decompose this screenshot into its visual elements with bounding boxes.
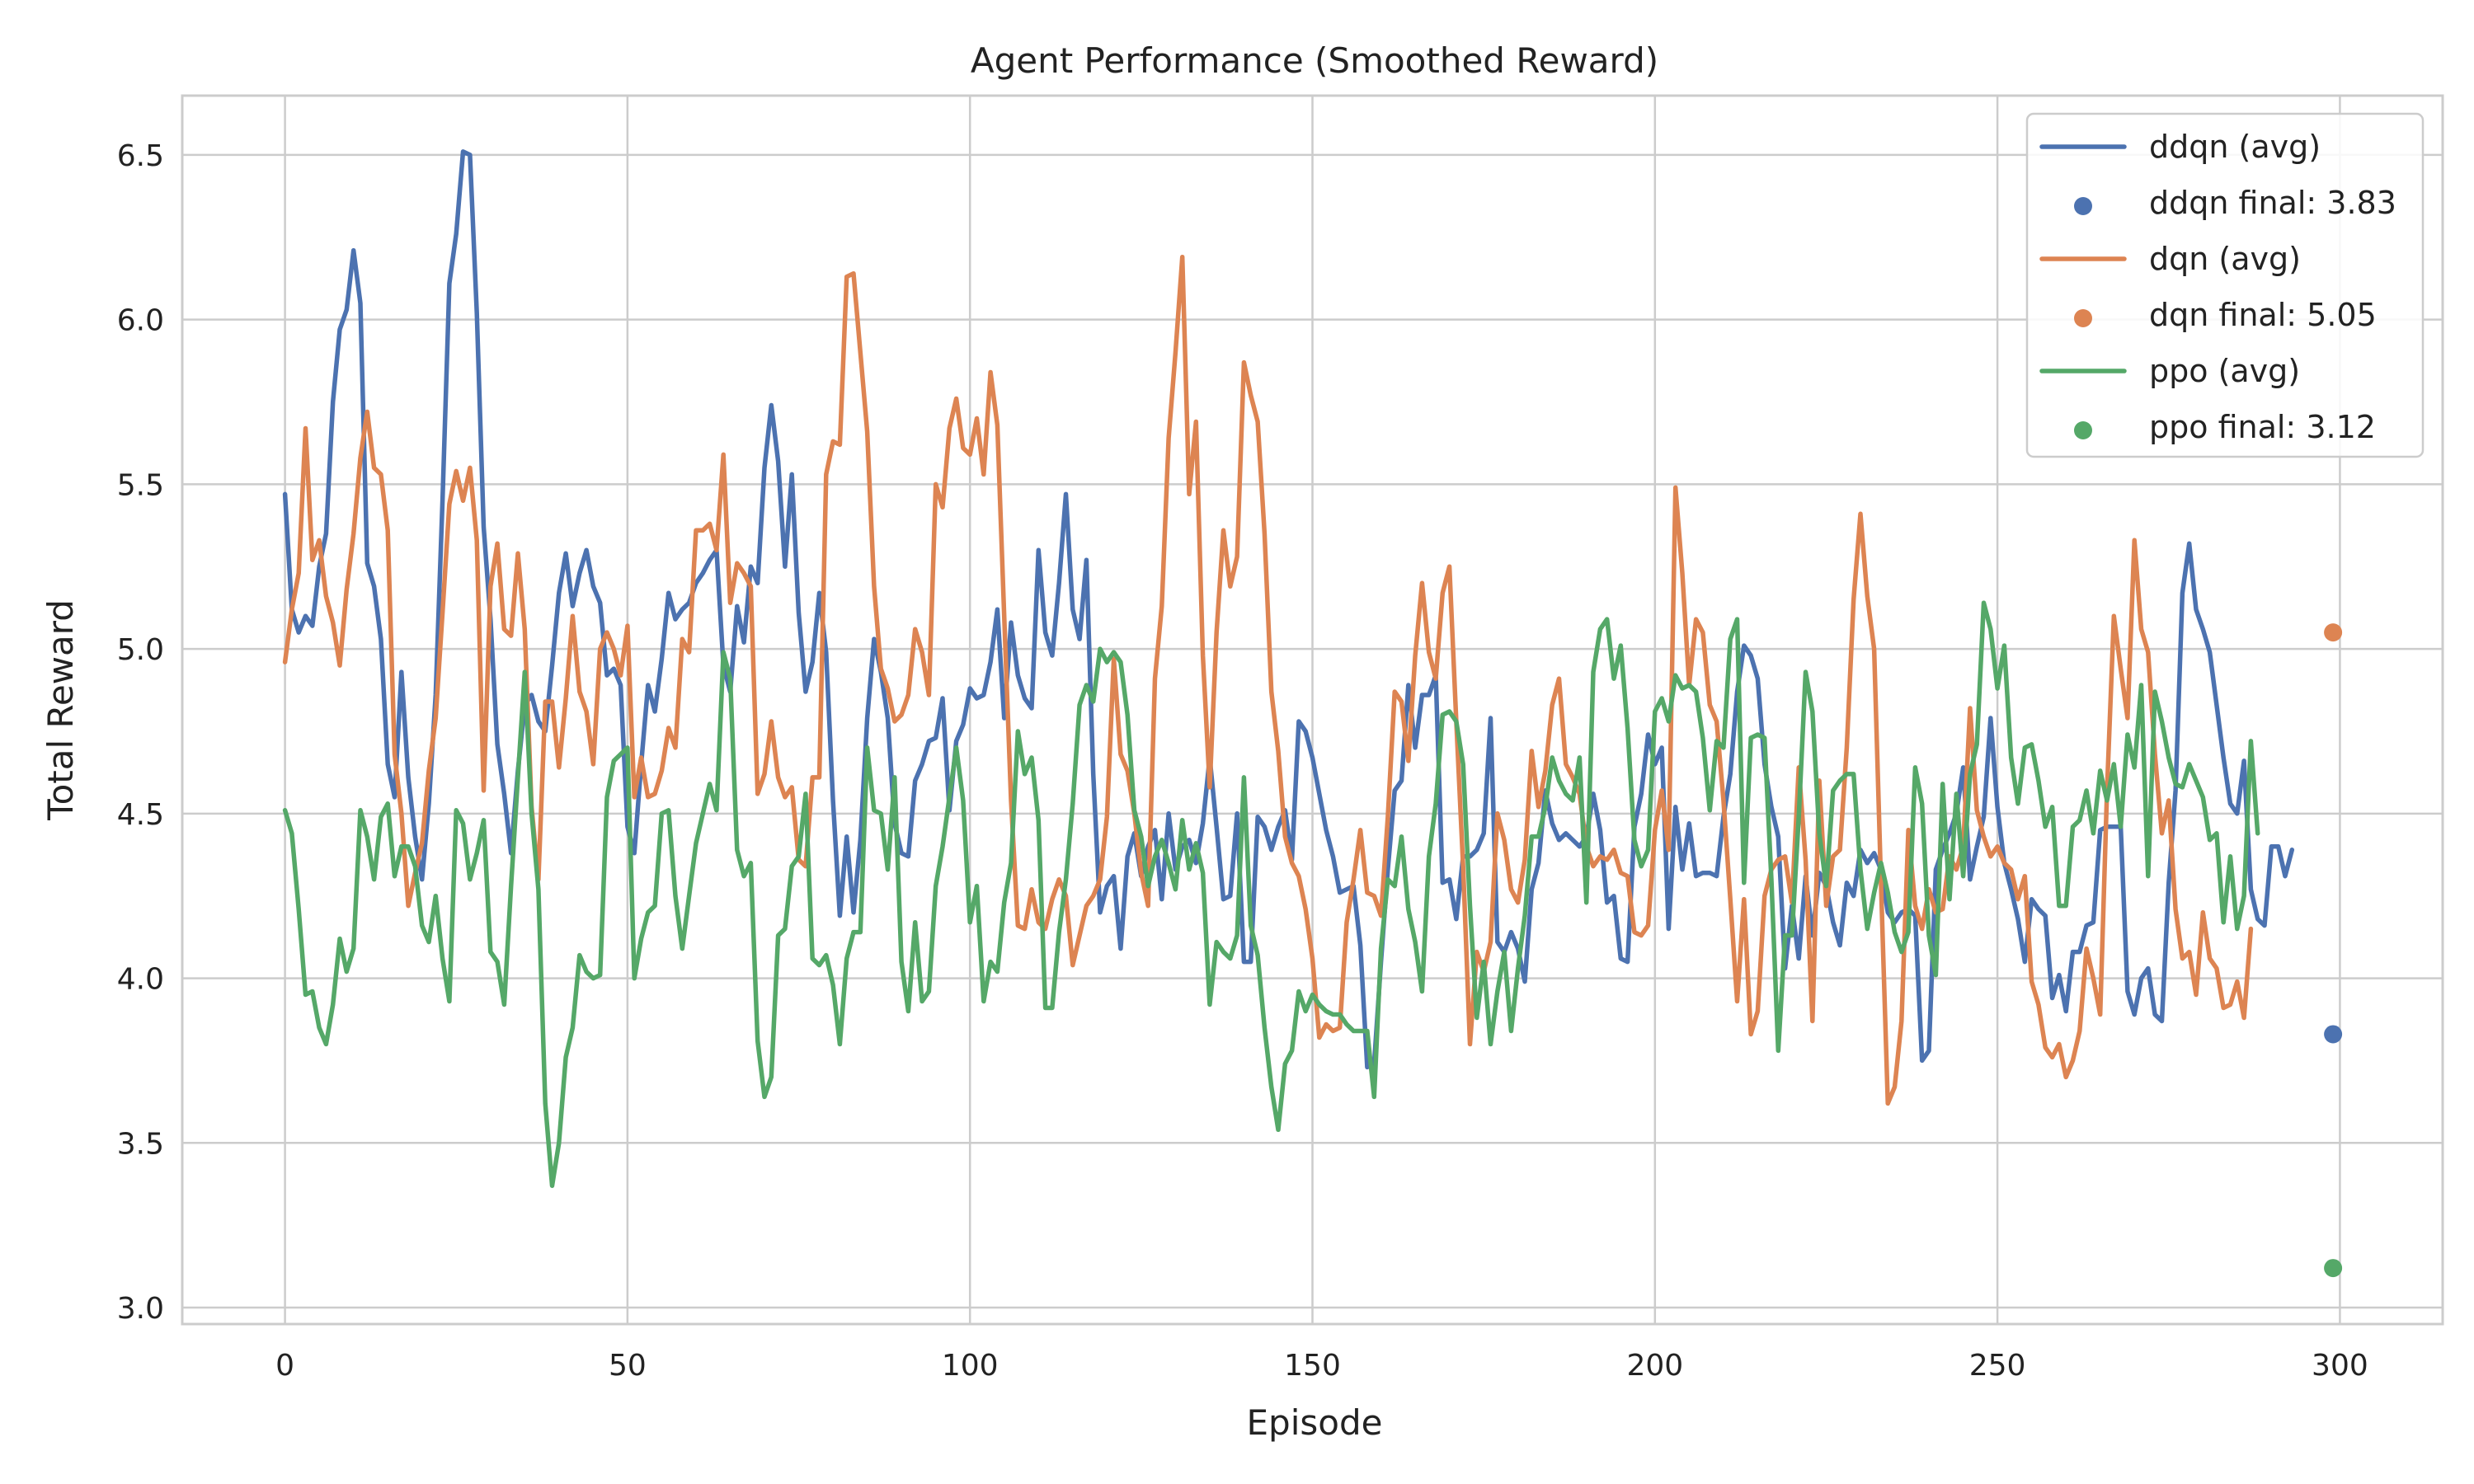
x-axis-label: Episode bbox=[1247, 1402, 1383, 1443]
x-tick-label: 250 bbox=[1969, 1349, 2026, 1383]
y-tick-label: 3.0 bbox=[117, 1292, 164, 1326]
plot-frame bbox=[181, 94, 2444, 1326]
legend-entry-label: dqn final: 5.05 bbox=[2149, 297, 2377, 333]
y-tick-label: 4.5 bbox=[117, 798, 164, 832]
final-marker-dqn bbox=[2324, 623, 2343, 642]
legend-marker-swatch bbox=[2074, 309, 2092, 327]
chart-title: Agent Performance (Smoothed Reward) bbox=[971, 40, 1658, 81]
x-tick-labels: 0 50 100 150 200 250 300 bbox=[275, 1349, 2368, 1383]
legend-entry-label: ppo (avg) bbox=[2149, 353, 2300, 389]
y-axis-label: Total Reward bbox=[40, 599, 81, 821]
series-lines bbox=[282, 149, 2295, 1188]
series-line-dqn bbox=[282, 254, 2254, 1106]
final-marker-ddqn bbox=[2324, 1025, 2343, 1044]
y-tick-label: 5.5 bbox=[117, 468, 164, 502]
x-tick-label: 50 bbox=[609, 1349, 647, 1383]
legend-entry-label: ddqn final: 3.83 bbox=[2149, 185, 2396, 221]
y-tick-labels: 3.0 3.5 4.0 4.5 5.0 5.5 6.0 6.5 bbox=[117, 139, 164, 1326]
final-marker-ppo bbox=[2324, 1259, 2343, 1278]
legend-entry-label: ppo final: 3.12 bbox=[2149, 409, 2376, 445]
x-tick-label: 150 bbox=[1284, 1349, 1341, 1383]
final-markers bbox=[2324, 623, 2343, 1278]
y-tick-label: 6.0 bbox=[117, 304, 164, 338]
x-tick-label: 300 bbox=[2312, 1349, 2368, 1383]
y-tick-label: 6.5 bbox=[117, 139, 164, 173]
legend-entry-label: dqn (avg) bbox=[2149, 241, 2301, 277]
legend-marker-swatch bbox=[2074, 421, 2092, 439]
series-line-ppo bbox=[282, 600, 2260, 1188]
x-tick-label: 200 bbox=[1626, 1349, 1683, 1383]
series-line-ddqn bbox=[282, 149, 2295, 1070]
x-tick-label: 100 bbox=[942, 1349, 999, 1383]
legend-entry-label: ddqn (avg) bbox=[2149, 129, 2321, 165]
y-tick-label: 4.0 bbox=[117, 963, 164, 997]
legend: ddqn (avg) ddqn final: 3.83 dqn (avg) dqn f… bbox=[2025, 112, 2425, 458]
legend-marker-swatch bbox=[2074, 197, 2092, 215]
x-tick-label: 0 bbox=[275, 1349, 294, 1383]
y-tick-label: 3.5 bbox=[117, 1127, 164, 1161]
y-tick-label: 5.0 bbox=[117, 633, 164, 667]
legend-box bbox=[2025, 112, 2425, 458]
